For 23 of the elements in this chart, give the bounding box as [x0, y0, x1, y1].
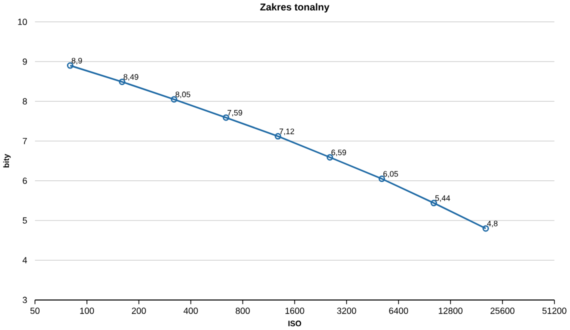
x-tick-label: 51200	[542, 308, 566, 314]
point	[274, 133, 282, 140]
x-tick-label: 100	[80, 308, 94, 314]
x-tick-label: 12800	[438, 308, 462, 314]
y-tick-label: 9	[22, 58, 27, 65]
x-tick-label: 50	[30, 308, 40, 314]
y-tick-label: 5	[22, 218, 27, 224]
chart-title: Zakres tonalny	[260, 4, 330, 13]
x-tick-label: 1600	[285, 308, 304, 314]
y-tick-label: 6	[22, 178, 27, 184]
x-tick-label: 200	[132, 308, 146, 314]
x-tick-label: 25600	[490, 308, 514, 314]
x-tick-label: 400	[184, 308, 198, 314]
y-tick-label: 3	[22, 297, 27, 304]
point	[222, 114, 230, 122]
x-tick-label: 6400	[389, 308, 408, 314]
y-tick-label: 4	[22, 257, 28, 264]
x-tick-label: 800	[236, 308, 250, 314]
x-tick-label: 3200	[337, 308, 356, 314]
point	[326, 154, 334, 161]
y-tick-label: 8	[22, 98, 27, 105]
y-tick-label: 10	[18, 18, 27, 26]
y-tick-label: 7	[22, 138, 27, 144]
